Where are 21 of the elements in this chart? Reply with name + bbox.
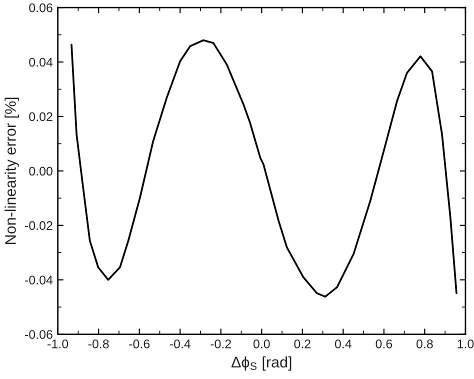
x-tick-label: 0.8	[416, 339, 433, 348]
x-tick-label: 1.0	[458, 339, 474, 348]
y-tick-label: -0.02	[25, 221, 52, 230]
y-tick-label: -0.04	[25, 276, 53, 284]
y-axis-title: Non-linearity error [%]	[4, 98, 19, 244]
x-tick-label: 0.2	[294, 339, 310, 348]
y-tick-label: 0.04	[29, 58, 53, 67]
x-tick-label: -0.4	[170, 339, 191, 348]
x-tick-label: -0.2	[210, 339, 232, 348]
y-tick-label: 0.06	[29, 3, 52, 12]
x-tick-label: 0.4	[334, 339, 352, 348]
x-tick-label: -1.0	[48, 339, 68, 348]
x-tick-label: -0.8	[88, 339, 109, 348]
x-tick-label: -0.6	[129, 339, 150, 348]
y-tick-label: 0.02	[29, 112, 52, 122]
y-tick-label: -0.06	[25, 330, 52, 339]
x-tick-label: 0.0	[253, 339, 270, 348]
line-series	[70, 39, 458, 298]
x-axis-title: Δϕ$_{S}$ [rad]	[231, 356, 292, 371]
y-tick-label: 0.00	[29, 166, 52, 176]
x-tick-label: 0.6	[376, 339, 392, 348]
